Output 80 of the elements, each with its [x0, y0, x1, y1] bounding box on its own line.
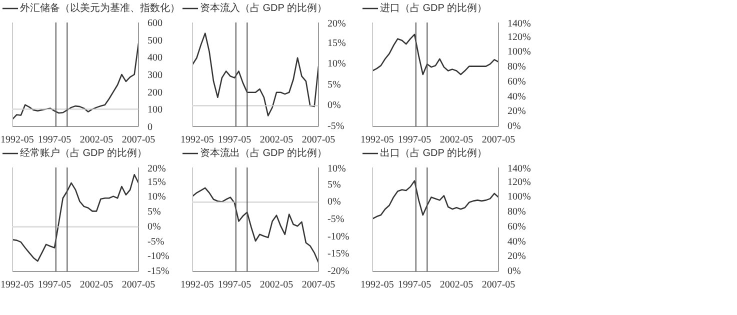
y-tick-label: 5% — [328, 179, 341, 190]
y-tick-label: 15% — [148, 176, 166, 188]
y-tick-label: 100% — [508, 46, 531, 58]
line-series — [372, 180, 498, 220]
x-tick-label: 1997-05 — [218, 134, 252, 146]
x-tick-label: 2002-05 — [260, 280, 294, 290]
x-tick-label: 1997-05 — [398, 280, 432, 290]
x-tick-label: 2007-05 — [122, 280, 156, 290]
x-tick-label: 2002-05 — [260, 134, 294, 146]
y-tick-label: -10% — [148, 251, 170, 262]
legend-label: 资本流入（占 GDP 的比例） — [200, 2, 328, 15]
y-tick-label: 140% — [508, 18, 531, 30]
y-tick-label: -15% — [148, 266, 170, 277]
y-tick-label: 100% — [508, 192, 531, 203]
y-tick-label: 5% — [328, 79, 341, 90]
y-tick-label: 300 — [148, 70, 162, 81]
y-tick-label: -5% — [148, 236, 164, 248]
y-tick-label: 100 — [148, 104, 162, 116]
y-tick-label: 80% — [508, 62, 526, 73]
x-tick-label: 1997-05 — [38, 134, 72, 146]
legend-label: 外汇储备（以美元为基准、指数化） — [20, 2, 179, 15]
y-tick-label: 40% — [508, 91, 526, 102]
y-tick-label: 0% — [328, 196, 341, 208]
y-tick-label: 120% — [508, 32, 531, 43]
line-series — [12, 174, 138, 262]
y-tick-label: 0% — [328, 100, 341, 112]
y-tick-label: 60% — [508, 221, 526, 232]
y-tick-label: -5% — [328, 214, 344, 225]
y-tick-label: 80% — [508, 206, 526, 218]
x-tick-label: 1997-05 — [38, 280, 72, 290]
y-tick-label: 10% — [148, 192, 166, 203]
x-tick-label: 2007-05 — [482, 134, 516, 146]
y-tick-label: 15% — [328, 38, 346, 49]
line-series — [192, 32, 318, 116]
y-tick-label: 20% — [148, 164, 166, 174]
y-tick-label: -15% — [328, 248, 350, 260]
y-tick-label: 10% — [328, 164, 346, 174]
y-tick-label: 500 — [148, 35, 162, 46]
y-tick-label: 0% — [508, 266, 521, 277]
y-tick-label: 60% — [508, 76, 526, 88]
x-tick-label: 1992-05 — [0, 134, 34, 146]
y-tick-label: 5% — [148, 206, 161, 218]
x-tick-label: 1992-05 — [0, 280, 34, 290]
y-tick-label: 140% — [508, 164, 531, 174]
y-tick-label: -20% — [328, 266, 350, 277]
y-tick-label: -10% — [328, 231, 350, 242]
legend-label: 出口（占 GDP 的比例） — [380, 146, 488, 160]
y-tick-label: 120% — [508, 176, 531, 188]
legend-label: 资本流出（占 GDP 的比例） — [200, 146, 328, 160]
x-tick-label: 2007-05 — [302, 280, 336, 290]
y-tick-label: 20% — [328, 18, 346, 30]
x-tick-label: 1992-05 — [360, 134, 394, 146]
y-tick-label: 0% — [508, 121, 521, 132]
line-series — [192, 187, 318, 264]
line-series — [12, 42, 138, 120]
x-tick-label: 2002-05 — [80, 134, 114, 146]
legend-label: 经常账户（占 GDP 的比例） — [20, 146, 148, 160]
x-tick-label: 1997-05 — [398, 134, 432, 146]
y-tick-label: 0 — [148, 122, 152, 133]
line-series — [372, 34, 498, 76]
legend-label: 进口（占 GDP 的比例） — [380, 2, 488, 15]
y-tick-label: 40% — [508, 236, 526, 248]
y-tick-label: 10% — [328, 58, 346, 70]
y-tick-label: 20% — [508, 106, 526, 118]
x-tick-label: 1992-05 — [180, 280, 214, 290]
y-tick-label: 200 — [148, 87, 162, 98]
x-tick-label: 2007-05 — [122, 134, 156, 146]
y-tick-label: 0% — [148, 221, 161, 232]
y-tick-label: 20% — [508, 251, 526, 262]
x-tick-label: 1992-05 — [360, 280, 394, 290]
y-tick-label: 600 — [148, 18, 162, 29]
y-tick-label: 400 — [148, 52, 162, 64]
x-tick-label: 2002-05 — [80, 280, 114, 290]
x-tick-label: 2002-05 — [440, 280, 474, 290]
x-tick-label: 1992-05 — [180, 134, 214, 146]
x-tick-label: 2007-05 — [482, 280, 516, 290]
x-tick-label: 2002-05 — [440, 134, 474, 146]
y-tick-label: -5% — [328, 121, 344, 132]
x-tick-label: 1997-05 — [218, 280, 252, 290]
x-tick-label: 2007-05 — [302, 134, 336, 146]
